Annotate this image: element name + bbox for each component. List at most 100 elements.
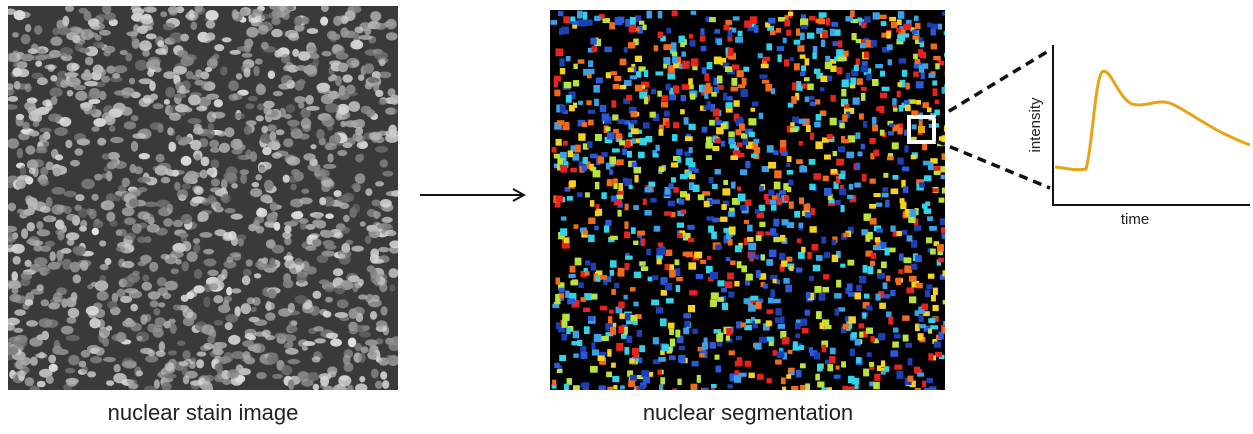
segment xyxy=(565,291,569,298)
segment xyxy=(706,137,712,145)
segment xyxy=(782,337,790,344)
nucleus xyxy=(59,117,71,127)
nucleus xyxy=(122,276,134,287)
segment xyxy=(613,84,620,89)
nucleus xyxy=(110,137,124,143)
segment xyxy=(929,226,937,231)
segment xyxy=(704,105,711,110)
segment xyxy=(848,316,856,323)
segment xyxy=(633,205,639,210)
segment xyxy=(915,23,921,29)
nucleus xyxy=(296,211,303,216)
segment xyxy=(786,30,791,36)
segment xyxy=(775,360,782,365)
segment xyxy=(578,133,585,141)
segment xyxy=(776,28,781,33)
segment xyxy=(632,162,637,167)
nucleus xyxy=(163,373,176,378)
segment xyxy=(874,374,880,381)
segment xyxy=(882,193,889,198)
segment xyxy=(594,16,600,21)
nucleus xyxy=(328,76,334,82)
nucleus xyxy=(14,81,21,90)
nucleus xyxy=(6,241,14,248)
segment xyxy=(624,295,628,300)
segment xyxy=(564,238,569,243)
segment xyxy=(796,28,800,35)
nucleus xyxy=(5,183,14,189)
nucleus xyxy=(173,305,181,311)
segment xyxy=(610,327,616,335)
segment xyxy=(704,93,708,99)
nucleus xyxy=(12,68,22,77)
nucleus xyxy=(37,381,46,388)
nucleus xyxy=(310,144,316,149)
segment xyxy=(616,195,623,199)
nucleus xyxy=(37,49,46,57)
segment xyxy=(659,129,664,136)
segment xyxy=(552,304,559,308)
segment xyxy=(741,265,747,272)
segment xyxy=(743,139,749,146)
segment xyxy=(728,292,734,298)
selected-cell xyxy=(918,126,925,133)
segment xyxy=(587,141,593,148)
segment xyxy=(943,270,950,276)
nucleus xyxy=(309,306,320,316)
nucleus xyxy=(330,339,342,347)
nucleus xyxy=(25,24,31,32)
nucleus xyxy=(142,282,153,291)
nucleus xyxy=(106,326,112,331)
nucleus xyxy=(26,239,36,244)
segment xyxy=(751,154,758,158)
nucleus xyxy=(70,160,80,167)
segment xyxy=(775,233,779,237)
segment xyxy=(862,313,866,319)
nucleus xyxy=(335,285,346,294)
nucleus xyxy=(365,339,378,346)
nucleus xyxy=(36,334,46,340)
nucleus xyxy=(365,235,371,244)
nucleus xyxy=(181,214,192,224)
segment xyxy=(730,261,736,266)
segment xyxy=(679,346,685,350)
segment xyxy=(669,270,676,278)
segment xyxy=(864,294,870,299)
nucleus xyxy=(21,54,35,62)
segment xyxy=(700,35,706,41)
segment xyxy=(639,345,645,352)
segment xyxy=(567,298,575,304)
segment xyxy=(880,71,885,77)
segment xyxy=(614,283,619,289)
segment xyxy=(914,16,919,21)
segment xyxy=(847,386,854,391)
segment xyxy=(591,294,597,300)
segment xyxy=(782,387,786,393)
segment xyxy=(609,169,613,174)
nucleus xyxy=(35,61,42,67)
segment xyxy=(793,341,798,347)
nucleus xyxy=(305,246,316,251)
nucleus xyxy=(22,122,30,130)
segment xyxy=(578,282,584,288)
nucleus xyxy=(30,386,40,393)
segment xyxy=(664,111,670,117)
nucleus xyxy=(375,90,383,97)
segment xyxy=(797,238,801,243)
segment xyxy=(755,343,762,350)
segment xyxy=(639,261,645,265)
segment xyxy=(598,356,605,362)
segment xyxy=(675,330,680,338)
segment xyxy=(842,386,848,392)
nucleus xyxy=(73,85,86,91)
segment xyxy=(814,286,821,293)
segment xyxy=(560,105,566,112)
nucleus xyxy=(216,131,226,137)
segment xyxy=(888,317,893,325)
nucleus xyxy=(239,368,251,375)
segment xyxy=(570,280,578,285)
segment xyxy=(722,188,730,195)
nucleus xyxy=(16,359,24,370)
segment xyxy=(766,259,773,266)
segment xyxy=(582,382,589,386)
